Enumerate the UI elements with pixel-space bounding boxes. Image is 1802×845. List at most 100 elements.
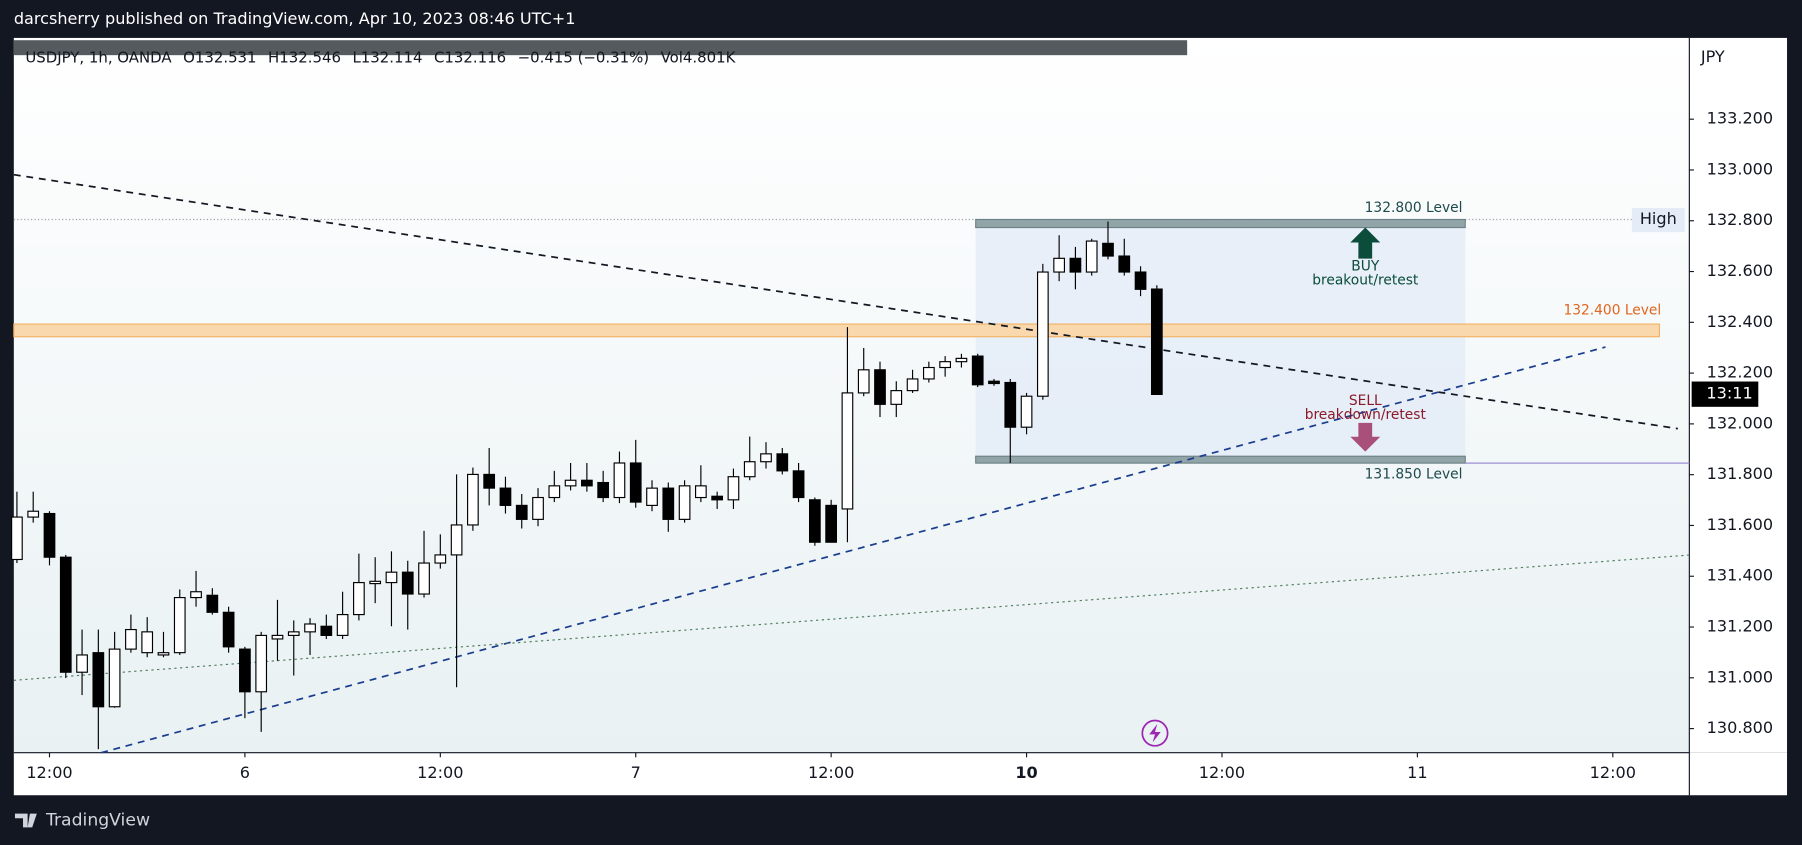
candle-body — [353, 582, 365, 616]
candle-body — [76, 654, 88, 673]
candle-body — [369, 580, 382, 585]
legend-bar — [13, 40, 1188, 56]
candle-body — [662, 487, 675, 520]
candle-body — [43, 512, 56, 558]
high-tag — [1631, 208, 1685, 233]
x-tick-label: 6 — [240, 763, 250, 782]
candle-body — [1150, 288, 1163, 396]
candle-body — [125, 628, 137, 650]
candle-body — [1085, 240, 1098, 273]
candle-body — [239, 648, 251, 693]
candle-body — [857, 369, 870, 394]
y-tick-label: 131.800 — [1707, 464, 1774, 483]
candle-body — [548, 485, 561, 499]
legend-open: O132.531 — [183, 49, 256, 67]
candle-body — [27, 510, 40, 518]
candle-body — [304, 623, 316, 633]
high-tag-label: High — [1640, 209, 1677, 228]
candle-body — [190, 591, 202, 599]
event-icon[interactable] — [1141, 719, 1169, 747]
x-tick-label: 10 — [1015, 763, 1037, 782]
y-tick-label: 132.000 — [1707, 413, 1774, 432]
y-tick-label: 133.000 — [1707, 159, 1774, 178]
candle-body — [336, 614, 349, 636]
candle-body — [971, 355, 984, 386]
candle-body — [939, 361, 952, 369]
candle-body — [1134, 271, 1147, 290]
y-tick-label: 132.600 — [1707, 261, 1774, 280]
x-tick-label: 12:00 — [1590, 763, 1636, 782]
candle-body — [157, 652, 170, 656]
currency: JPY — [1700, 47, 1725, 66]
y-tick-label: 132.800 — [1707, 210, 1774, 229]
level-band — [975, 218, 1466, 229]
candle-body — [108, 648, 121, 708]
candle-body — [825, 504, 838, 543]
x-tick-label: 11 — [1407, 763, 1427, 782]
candle-body — [597, 481, 610, 499]
y-tick-label: 133.200 — [1707, 109, 1774, 128]
x-tick-label: 12:00 — [808, 763, 854, 782]
time-axis — [13, 752, 1788, 796]
candle-body — [874, 369, 886, 405]
brand: TradingView — [45, 811, 150, 831]
countdown-box — [1691, 381, 1759, 407]
candle-body — [760, 453, 772, 463]
brand-logo — [14, 813, 37, 828]
candle-body — [222, 611, 235, 648]
candle-body — [1004, 381, 1017, 428]
buy-label: BUY — [1351, 259, 1380, 275]
candle-body — [515, 504, 528, 520]
candle-body — [434, 554, 447, 564]
sell-arrow — [1350, 422, 1381, 452]
candle-body — [1053, 257, 1065, 273]
candle-body — [467, 473, 479, 526]
candle-body — [418, 562, 430, 595]
candle-body — [499, 487, 512, 506]
candle-body — [206, 594, 219, 613]
sell-label: SELL — [1349, 393, 1382, 409]
candle-body — [581, 479, 593, 487]
candle-body — [141, 631, 154, 654]
candle-body — [1020, 395, 1033, 428]
buy-arrow — [1350, 227, 1381, 259]
candle-body — [613, 462, 626, 499]
level-label: 132.400 Level — [1563, 302, 1661, 318]
candle-body — [841, 392, 854, 510]
candle-body — [1118, 255, 1131, 273]
x-tick-label: 12:00 — [26, 763, 72, 782]
y-tick-label: 132.400 — [1707, 312, 1774, 331]
legend-volume: Vol4.801K — [661, 49, 737, 67]
candle-body — [255, 634, 268, 693]
candle-body — [743, 461, 756, 478]
candle-body — [629, 462, 642, 503]
trend-line — [13, 554, 1690, 681]
candle-body — [906, 378, 919, 392]
publisher-line: darcsherry published on TradingView.com,… — [14, 9, 576, 28]
countdown: 13:11 — [1706, 384, 1752, 403]
y-tick-label: 132.200 — [1707, 363, 1774, 382]
legend-close: C132.116 — [434, 49, 506, 67]
candle-body — [727, 476, 740, 501]
candles — [11, 221, 1163, 750]
x-tick-label: 12:00 — [417, 763, 463, 782]
y-tick-label: 131.400 — [1707, 566, 1774, 585]
candle-body — [1102, 242, 1114, 257]
candle-body — [678, 485, 691, 520]
candle-body — [1069, 257, 1082, 273]
range-box — [975, 220, 1466, 464]
candle-body — [792, 470, 805, 499]
legend-high: H132.546 — [268, 49, 341, 67]
sell-label: breakdown/retest — [1305, 407, 1427, 423]
candle-body — [1036, 271, 1049, 397]
candle-body — [808, 499, 821, 543]
x-tick-label: 12:00 — [1199, 763, 1245, 782]
legend-low: L132.114 — [352, 49, 422, 67]
y-tick-label: 130.800 — [1707, 718, 1774, 737]
legend-change: −0.415 (−0.31%) — [518, 49, 650, 67]
candle-body — [564, 479, 577, 487]
candle-body — [483, 473, 496, 489]
trend-line — [100, 346, 1606, 754]
